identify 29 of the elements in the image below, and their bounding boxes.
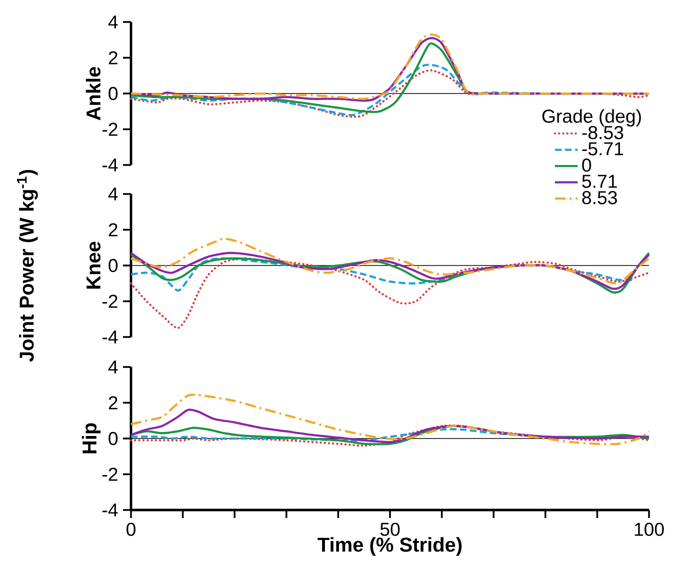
y-tick-label: 0: [108, 86, 118, 100]
legend-label: 0: [582, 158, 592, 172]
y-tick-label: 0: [108, 432, 118, 446]
y-tick-label: 2: [108, 396, 118, 410]
y-tick-label: 0: [108, 258, 118, 272]
y-tick-label: -2: [102, 294, 118, 308]
y-tick-label: -4: [102, 504, 118, 516]
x-axis-title: Time (% Stride): [318, 537, 462, 556]
y-tick-label: 4: [108, 188, 118, 200]
y-tick-label: 4: [108, 360, 118, 374]
y-axis-title: Knee: [86, 242, 101, 289]
x-tick-label: 100: [634, 522, 664, 536]
legend-label: 8.53: [582, 191, 617, 204]
legend-label: -5.71: [582, 142, 624, 156]
y-tick-label: 4: [108, 16, 118, 28]
legend-title: Grade (deg): [542, 109, 641, 127]
y-axis-title: Ankle: [86, 66, 101, 120]
y-tick-label: -2: [102, 122, 118, 136]
y-tick-label: -4: [102, 330, 118, 344]
x-tick-label: 50: [380, 522, 400, 536]
legend-label: -8.53: [582, 126, 624, 140]
y-axis-title: Hip: [82, 423, 101, 454]
y-tick-label: -2: [102, 468, 118, 481]
y-tick-label: -4: [102, 158, 118, 172]
text: Joint Power (W kg$^{-1}$): [16, 170, 38, 362]
y-tick-label: 2: [108, 223, 118, 236]
legend-label: 5.71: [582, 174, 617, 188]
y-tick-label: 2: [108, 51, 118, 64]
x-tick-label: 0: [126, 522, 136, 536]
